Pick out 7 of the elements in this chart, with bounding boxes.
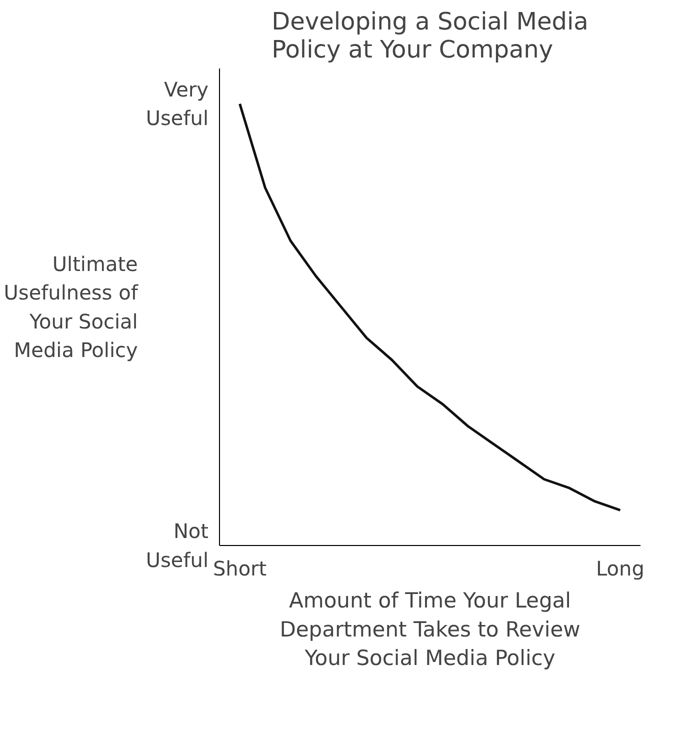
text: Not Useful <box>146 519 209 572</box>
y-axis-title: Ultimate Usefulness of Your Social Media Policy <box>4 252 139 362</box>
chart-title: Developing a Social Media Policy at Your Company <box>272 8 588 64</box>
x-axis-title: Amount of Time Your Legal Department Takes to Review Your Social Media Policy <box>280 588 580 670</box>
x-tick-label: Long <box>596 556 644 580</box>
text: Very Useful <box>146 77 209 130</box>
x-tick-label: Short <box>212 556 267 580</box>
